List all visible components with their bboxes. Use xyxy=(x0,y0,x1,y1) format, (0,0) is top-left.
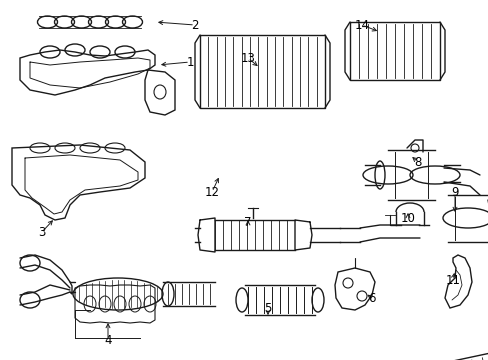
Text: 13: 13 xyxy=(240,51,255,64)
Text: 10: 10 xyxy=(400,212,415,225)
Text: 12: 12 xyxy=(204,185,219,198)
Text: 2: 2 xyxy=(191,18,198,32)
Text: 8: 8 xyxy=(413,156,421,168)
Text: 9: 9 xyxy=(450,185,458,198)
Text: 1: 1 xyxy=(186,55,193,68)
Text: 11: 11 xyxy=(445,274,460,287)
Text: 6: 6 xyxy=(367,292,375,305)
Text: 5: 5 xyxy=(264,302,271,315)
Text: 14: 14 xyxy=(354,18,369,32)
Text: 3: 3 xyxy=(38,225,45,239)
Text: 7: 7 xyxy=(244,216,251,229)
Text: 4: 4 xyxy=(104,333,112,346)
